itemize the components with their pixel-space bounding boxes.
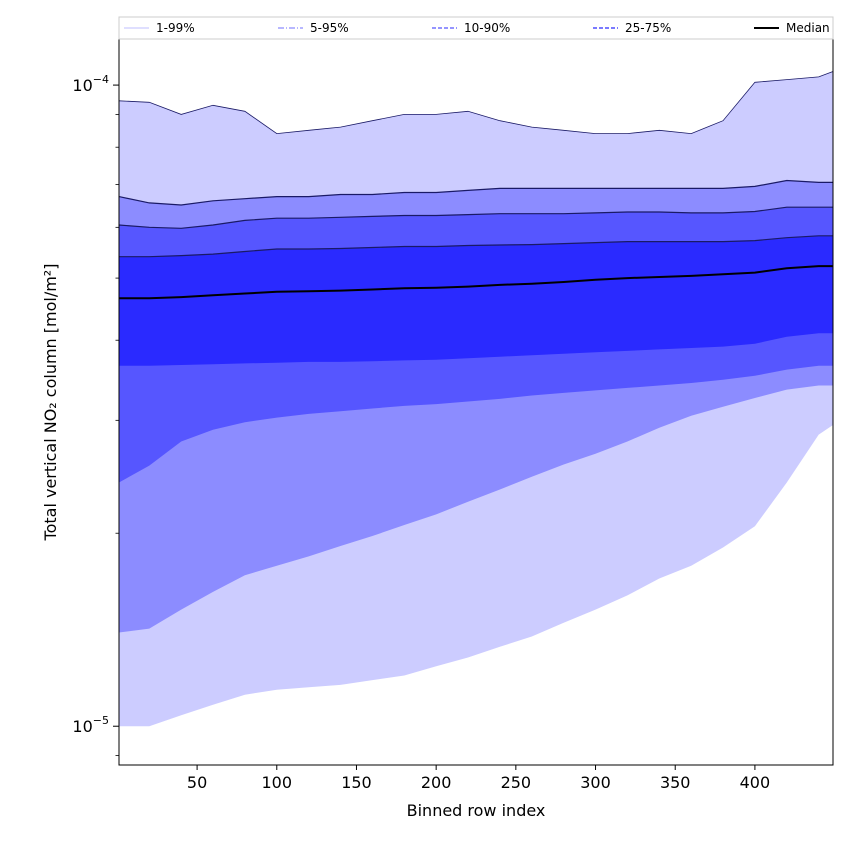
- x-tick-label: 200: [421, 773, 452, 792]
- legend-label: 10-90%: [464, 21, 510, 35]
- x-tick-label: 50: [187, 773, 207, 792]
- legend-box: [118, 16, 834, 40]
- band-area-3: [119, 235, 833, 366]
- x-tick-label: 250: [501, 773, 532, 792]
- y-axis: 10−5 10−4: [72, 73, 119, 756]
- median-layer: [119, 265, 833, 300]
- legend-label: 5-95%: [310, 21, 349, 35]
- x-tick-label: 400: [740, 773, 771, 792]
- y-tick-label: 10−5: [72, 714, 109, 736]
- x-tick-label: 350: [660, 773, 691, 792]
- percentile-bands: [119, 71, 833, 727]
- x-axis: 50 100 150 200 250 300 350 400: [187, 765, 770, 792]
- legend-label: Median: [786, 21, 830, 35]
- median-line: [119, 265, 833, 300]
- y-tick-label: 10−4: [72, 73, 109, 95]
- legend: 1-99% 5-95% 10-90% 25-75% Median: [118, 16, 834, 40]
- legend-label: 25-75%: [625, 21, 671, 35]
- band-edge-lines: [118, 71, 834, 258]
- x-tick-label: 300: [580, 773, 611, 792]
- y-axis-label: Total vertical NO₂ column [mol/m²]: [41, 264, 60, 542]
- band-upper-edge-1: [118, 179, 833, 206]
- x-axis-label: Binned row index: [407, 801, 546, 820]
- band-upper-edge-3: [119, 235, 833, 258]
- band-upper-edge-2: [118, 206, 833, 229]
- legend-label: 1-99%: [156, 21, 195, 35]
- x-tick-label: 150: [341, 773, 372, 792]
- band-upper-edge-0: [118, 71, 834, 135]
- x-tick-label: 100: [262, 773, 293, 792]
